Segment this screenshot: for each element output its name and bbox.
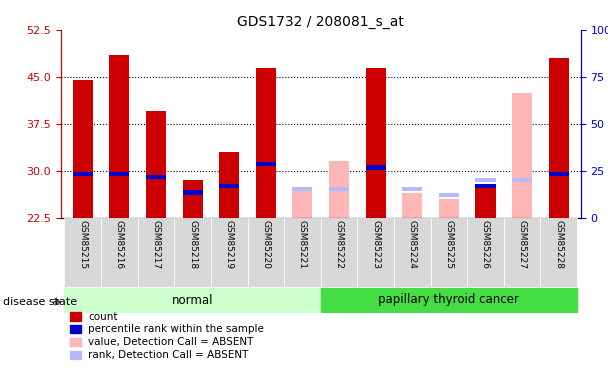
Bar bbox=[73, 172, 93, 176]
Bar bbox=[358, 217, 394, 287]
Bar bbox=[548, 58, 568, 217]
Bar bbox=[284, 217, 321, 287]
Text: GSM85219: GSM85219 bbox=[225, 220, 233, 269]
Text: GSM85217: GSM85217 bbox=[151, 220, 161, 269]
Text: value, Detection Call = ABSENT: value, Detection Call = ABSENT bbox=[88, 337, 254, 347]
Title: GDS1732 / 208081_s_at: GDS1732 / 208081_s_at bbox=[237, 15, 404, 29]
Text: percentile rank within the sample: percentile rank within the sample bbox=[88, 324, 264, 334]
Bar bbox=[402, 192, 423, 217]
Bar bbox=[292, 188, 313, 191]
Bar bbox=[146, 175, 166, 179]
Bar bbox=[174, 217, 211, 287]
Bar bbox=[256, 68, 276, 218]
Text: count: count bbox=[88, 312, 118, 321]
Text: disease state: disease state bbox=[3, 297, 77, 307]
Text: GSM85226: GSM85226 bbox=[481, 220, 490, 268]
Bar bbox=[475, 178, 496, 182]
Bar bbox=[504, 217, 541, 287]
Bar bbox=[439, 199, 459, 217]
Bar bbox=[101, 217, 137, 287]
Text: GSM85225: GSM85225 bbox=[444, 220, 454, 268]
Bar bbox=[182, 190, 202, 195]
Bar bbox=[64, 288, 321, 312]
Bar bbox=[219, 152, 240, 217]
Bar bbox=[329, 188, 349, 191]
Bar bbox=[475, 184, 496, 188]
Bar bbox=[475, 186, 496, 218]
Text: GSM85218: GSM85218 bbox=[188, 220, 197, 269]
Text: GSM85227: GSM85227 bbox=[517, 220, 527, 268]
Bar bbox=[365, 68, 385, 218]
Text: GSM85216: GSM85216 bbox=[115, 220, 124, 269]
Bar bbox=[321, 288, 577, 312]
Bar bbox=[211, 217, 247, 287]
Bar bbox=[512, 93, 532, 218]
Text: GSM85220: GSM85220 bbox=[261, 220, 271, 268]
Bar bbox=[247, 217, 284, 287]
Text: GSM85224: GSM85224 bbox=[408, 220, 416, 268]
Bar bbox=[109, 55, 130, 217]
Bar bbox=[321, 217, 358, 287]
Bar bbox=[256, 162, 276, 166]
Bar bbox=[541, 217, 577, 287]
Text: papillary thyroid cancer: papillary thyroid cancer bbox=[378, 294, 519, 306]
Text: GSM85221: GSM85221 bbox=[298, 220, 307, 268]
Text: GSM85215: GSM85215 bbox=[78, 220, 88, 269]
Bar bbox=[109, 172, 130, 176]
Bar bbox=[64, 217, 101, 287]
Bar bbox=[137, 217, 174, 287]
Bar bbox=[548, 172, 568, 176]
Bar bbox=[394, 217, 430, 287]
Text: GSM85223: GSM85223 bbox=[371, 220, 380, 268]
Bar bbox=[467, 217, 504, 287]
Bar bbox=[430, 217, 467, 287]
Bar bbox=[512, 178, 532, 182]
Bar bbox=[73, 80, 93, 218]
Bar bbox=[146, 111, 166, 218]
Bar bbox=[439, 193, 459, 197]
Bar bbox=[182, 180, 202, 218]
Bar bbox=[512, 178, 532, 182]
Bar bbox=[365, 165, 385, 170]
Bar bbox=[219, 184, 240, 188]
Bar bbox=[329, 161, 349, 218]
Text: rank, Detection Call = ABSENT: rank, Detection Call = ABSENT bbox=[88, 350, 249, 360]
Text: GSM85228: GSM85228 bbox=[554, 220, 563, 268]
Bar bbox=[402, 188, 423, 191]
Text: GSM85222: GSM85222 bbox=[334, 220, 344, 268]
Text: normal: normal bbox=[172, 294, 213, 306]
Bar bbox=[292, 189, 313, 217]
